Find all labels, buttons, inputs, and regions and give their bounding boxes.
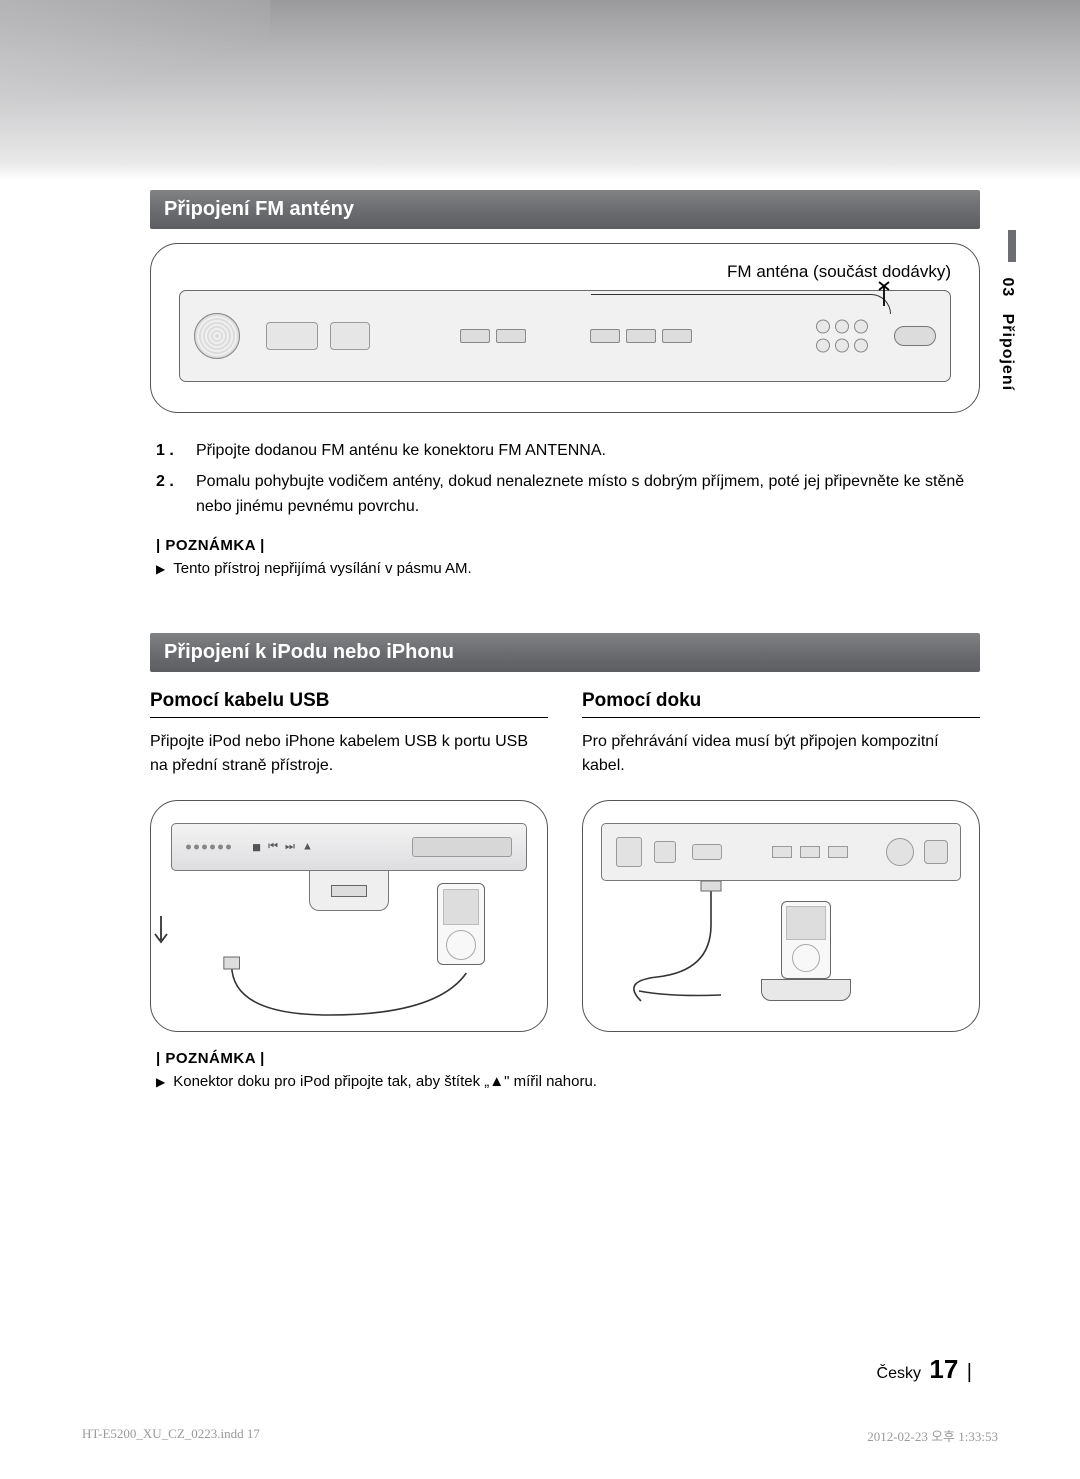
note-label: POZNÁMKA bbox=[156, 537, 980, 554]
page-footer: Česky 17 | bbox=[0, 1354, 1080, 1385]
footer-lang: Česky bbox=[877, 1365, 921, 1382]
dock-heading: Pomocí doku bbox=[582, 690, 980, 718]
usb-text: Připojte iPod nebo iPhone kabelem USB k … bbox=[150, 730, 548, 778]
section-header-fm: Připojení FM antény bbox=[150, 190, 980, 229]
triangle-up-icon: ▲ bbox=[489, 1073, 504, 1090]
list-item: 1 . Připojte dodanou FM anténu ke konekt… bbox=[156, 439, 980, 464]
triangle-right-icon: ▶ bbox=[156, 1075, 165, 1089]
usb-diagram: ◼⏮⏭▲ bbox=[150, 800, 548, 1032]
device-back-small bbox=[601, 823, 961, 881]
section-header-ipod: Připojení k iPodu nebo iPhonu bbox=[150, 633, 980, 672]
footer-page: 17 bbox=[929, 1354, 958, 1384]
print-metadata: HT-E5200_XU_CZ_0223.indd 17 2012-02-23 오… bbox=[82, 1426, 998, 1445]
device-front-illustration: ◼⏮⏭▲ bbox=[171, 823, 527, 871]
usb-heading: Pomocí kabelu USB bbox=[150, 690, 548, 718]
note-item: ▶ Konektor doku pro iPod připojte tak, a… bbox=[156, 1073, 980, 1090]
note-label: POZNÁMKA bbox=[156, 1050, 980, 1067]
fm-diagram: FM anténa (součást dodávky) bbox=[150, 243, 980, 413]
usb-port-icon bbox=[309, 871, 389, 911]
dock-base-icon bbox=[761, 979, 851, 1001]
print-file: HT-E5200_XU_CZ_0223.indd 17 bbox=[82, 1426, 260, 1445]
ipod-in-dock-icon bbox=[781, 901, 831, 979]
arrow-down-icon bbox=[151, 914, 171, 950]
antenna-icon bbox=[869, 278, 899, 313]
ipod-icon bbox=[437, 883, 485, 965]
print-date: 2012-02-23 오후 1:33:53 bbox=[867, 1426, 998, 1445]
triangle-right-icon: ▶ bbox=[156, 562, 165, 576]
fm-steps: 1 . Připojte dodanou FM anténu ke konekt… bbox=[156, 439, 980, 519]
dock-diagram bbox=[582, 800, 980, 1032]
fm-caption: FM anténa (součást dodávky) bbox=[179, 262, 951, 282]
note-item: ▶ Tento přístroj nepřijímá vysílání v pá… bbox=[156, 560, 980, 577]
list-item: 2 . Pomalu pohybujte vodičem antény, dok… bbox=[156, 470, 980, 520]
dock-text: Pro přehrávání videa musí být připojen k… bbox=[582, 730, 980, 778]
